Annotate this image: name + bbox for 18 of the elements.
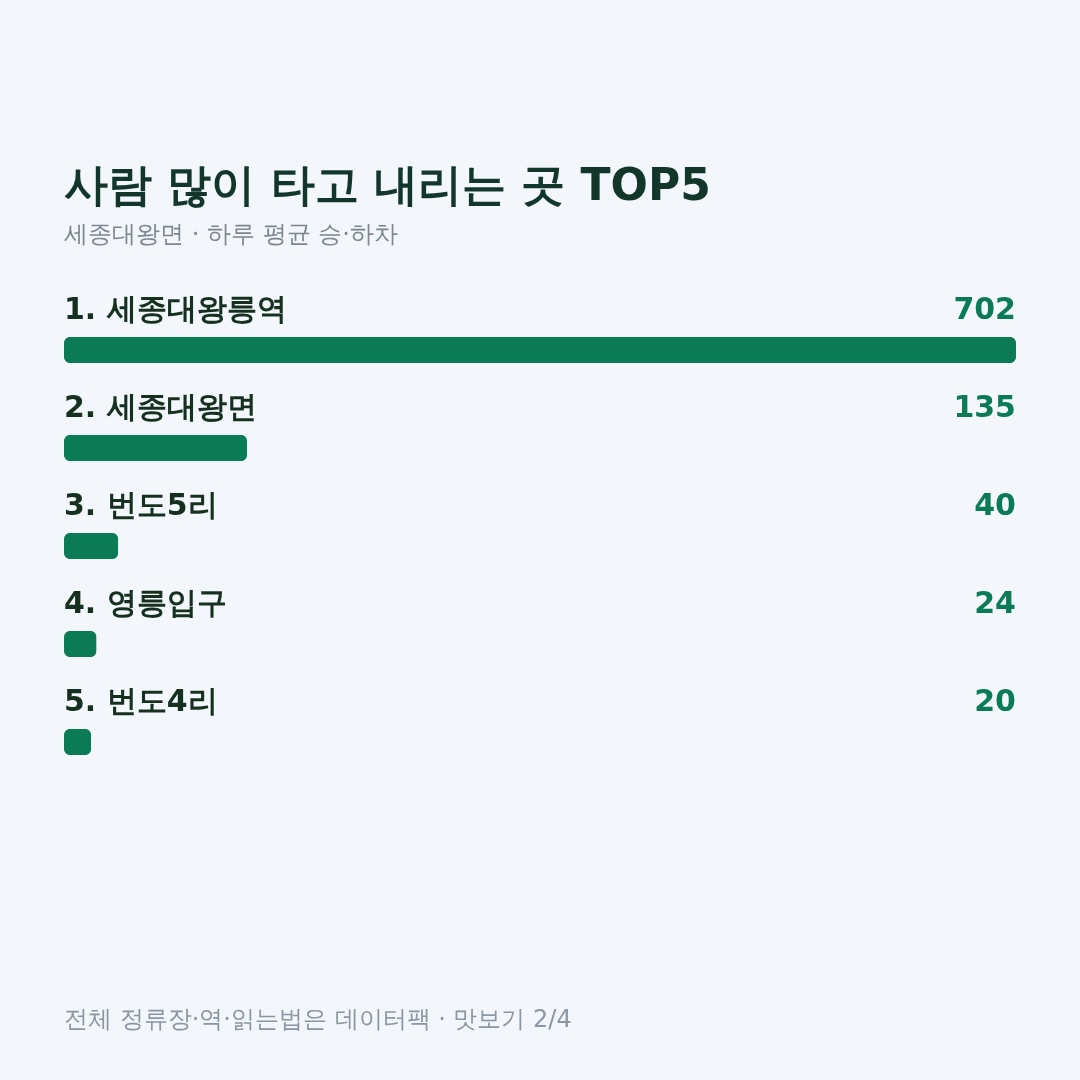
chart-subtitle: 세종대왕면 · 하루 평균 승·하차 bbox=[64, 220, 398, 248]
data-label: 40 bbox=[974, 487, 1016, 522]
data-label: 20 bbox=[974, 683, 1016, 718]
y-tick-label: 2. 세종대왕면 bbox=[64, 389, 257, 424]
bar bbox=[64, 631, 97, 657]
bar bbox=[64, 337, 1016, 363]
data-label: 702 bbox=[953, 291, 1016, 326]
bar bbox=[64, 533, 119, 559]
y-tick-label: 5. 번도4리 bbox=[64, 683, 218, 718]
chart-title: 사람 많이 타고 내리는 곳 TOP5 bbox=[64, 159, 711, 210]
data-label: 24 bbox=[974, 585, 1016, 620]
y-tick-label: 4. 영릉입구 bbox=[64, 585, 227, 620]
text: 전체 정류장·역·읽는법은 데이터팩 · 맛보기 2/4 bbox=[64, 1005, 572, 1033]
y-tick-label: 3. 번도5리 bbox=[64, 487, 218, 522]
bar bbox=[64, 729, 92, 755]
data-label: 135 bbox=[953, 389, 1016, 424]
y-tick-label: 1. 세종대왕릉역 bbox=[64, 291, 287, 326]
bar bbox=[64, 435, 248, 461]
